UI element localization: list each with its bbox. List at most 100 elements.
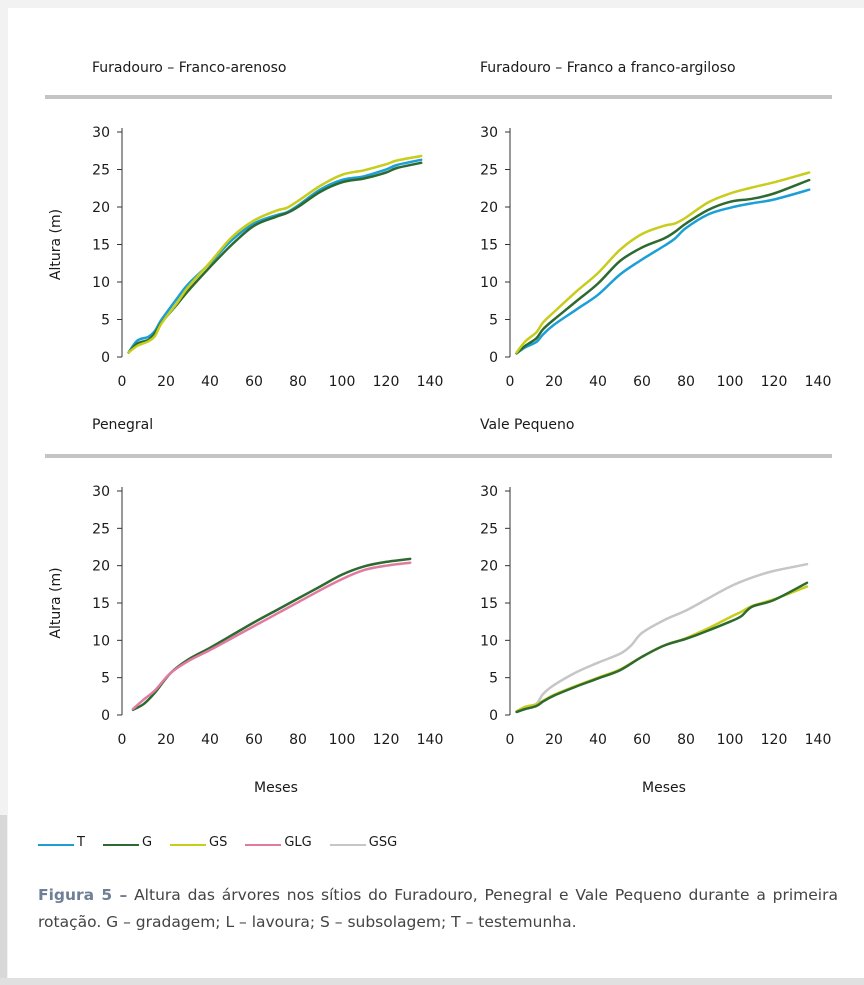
y-tick-label: 5: [489, 313, 498, 329]
x-tick-label: 0: [118, 374, 127, 390]
y-tick-label: 10: [92, 275, 110, 291]
x-tick-label: 20: [157, 732, 175, 748]
y-tick-label: 20: [92, 200, 110, 216]
series-line-g: [131, 557, 412, 712]
x-tick-label: 40: [589, 732, 607, 748]
series-line-gs: [515, 171, 811, 354]
x-tick-label: 80: [677, 732, 695, 748]
series-line-g: [515, 581, 809, 714]
series-line-glg: [131, 561, 412, 711]
y-tick-label: 10: [92, 633, 110, 649]
series-line-gs: [127, 154, 423, 354]
legend-label: GLG: [284, 834, 312, 850]
x-tick-label: 20: [157, 374, 175, 390]
legend-swatch: [38, 843, 74, 846]
y-tick-label: 20: [480, 200, 498, 216]
series-line-t: [127, 158, 423, 354]
y-tick-label: 5: [101, 671, 110, 687]
x-tick-label: 140: [805, 374, 832, 390]
y-tick-label: 0: [489, 350, 498, 366]
series-line-gsg: [515, 562, 809, 713]
legend-item-t: T: [38, 835, 85, 850]
y-tick-label: 25: [92, 521, 110, 537]
bottom-rule: [0, 978, 864, 985]
series-line-g: [515, 178, 811, 355]
y-tick-label: 10: [480, 633, 498, 649]
chart-title: Penegral: [92, 417, 153, 433]
y-axis-label: Altura (m): [48, 567, 64, 638]
chart-panel-2: Furadouro – Franco a franco-argiloso 0 5 10…: [438, 60, 832, 390]
chart-title: Furadouro – Franco a franco-argiloso: [480, 60, 736, 76]
x-tick-label: 100: [329, 732, 356, 748]
caption-text: Altura das árvores nos sítios do Furadou…: [38, 886, 838, 931]
chart-panel-3: Penegral 0 5 10 15 20 25 30 0 20 40 60 80 100 120 140 Al…: [45, 417, 443, 796]
x-tick-label: 60: [245, 732, 263, 748]
chart-title: Vale Pequeno: [480, 417, 574, 433]
legend-swatch: [170, 843, 207, 846]
x-tick-label: 0: [118, 732, 127, 748]
x-tick-label: 120: [761, 374, 788, 390]
x-tick-label: 120: [761, 732, 788, 748]
x-tick-label: 80: [289, 374, 307, 390]
x-tick-label: 140: [805, 732, 832, 748]
x-tick-label: 40: [589, 374, 607, 390]
y-tick-label: 25: [92, 163, 110, 179]
legend: T G GS GLG GSG: [38, 832, 415, 852]
caption-label: Figura 5 –: [38, 886, 128, 904]
y-tick-label: 5: [101, 313, 110, 329]
legend-swatch: [102, 843, 139, 846]
y-tick-label: 20: [480, 559, 498, 575]
x-tick-label: 140: [417, 374, 444, 390]
x-tick-label: 20: [545, 374, 563, 390]
y-tick-label: 0: [489, 708, 498, 724]
chart-title: Furadouro – Franco-arenoso: [92, 60, 287, 76]
legend-item-gs: GS: [170, 835, 227, 850]
legend-label: T: [77, 834, 85, 850]
legend-label: GSG: [368, 834, 398, 850]
chart-panel-1: Furadouro – Franco-arenoso 0 5 10 15 20 25 30 0 2…: [45, 60, 443, 390]
y-tick-label: 30: [480, 484, 498, 500]
x-tick-label: 100: [717, 374, 744, 390]
y-tick-label: 20: [92, 559, 110, 575]
y-tick-label: 15: [480, 238, 498, 254]
x-tick-label: 60: [633, 374, 651, 390]
x-tick-label: 100: [717, 732, 744, 748]
series-line-g: [127, 161, 423, 354]
legend-swatch: [329, 843, 366, 846]
x-axis-label: Meses: [254, 780, 298, 796]
x-tick-label: 0: [506, 732, 515, 748]
y-tick-label: 30: [92, 484, 110, 500]
x-tick-label: 120: [373, 374, 400, 390]
y-tick-label: 25: [480, 163, 498, 179]
y-tick-label: 30: [92, 125, 110, 141]
legend-item-glg: GLG: [245, 834, 312, 850]
x-axis-label: Meses: [642, 780, 686, 796]
chart-panel-4: Vale Pequeno 0 5 10 15 20 25 30 0 20 40 60 80 100 120 1…: [438, 417, 832, 796]
x-tick-label: 100: [329, 374, 356, 390]
y-axis-label: Altura (m): [48, 209, 64, 280]
y-tick-label: 15: [92, 238, 110, 254]
y-tick-label: 0: [101, 708, 110, 724]
x-tick-label: 80: [677, 374, 695, 390]
legend-item-gsg: GSG: [329, 834, 398, 850]
x-tick-label: 80: [289, 732, 307, 748]
y-tick-label: 25: [480, 521, 498, 537]
y-tick-label: 15: [92, 596, 110, 612]
x-tick-label: 0: [506, 374, 515, 390]
x-tick-label: 20: [545, 732, 563, 748]
legend-label: GS: [209, 834, 228, 850]
y-tick-label: 5: [489, 671, 498, 687]
legend-item-g: G: [102, 834, 153, 850]
y-tick-label: 30: [480, 125, 498, 141]
x-tick-label: 40: [201, 374, 219, 390]
y-tick-label: 10: [480, 275, 498, 291]
y-tick-label: 15: [480, 596, 498, 612]
y-tick-label: 0: [101, 350, 110, 366]
x-tick-label: 60: [245, 374, 263, 390]
x-tick-label: 40: [201, 732, 219, 748]
charts-area: Furadouro – Franco-arenoso 0 5 10 15 20 25 30 0 2…: [45, 60, 832, 796]
x-tick-label: 60: [633, 732, 651, 748]
legend-label: G: [141, 834, 153, 850]
legend-swatch: [245, 843, 282, 846]
x-tick-label: 120: [373, 732, 400, 748]
